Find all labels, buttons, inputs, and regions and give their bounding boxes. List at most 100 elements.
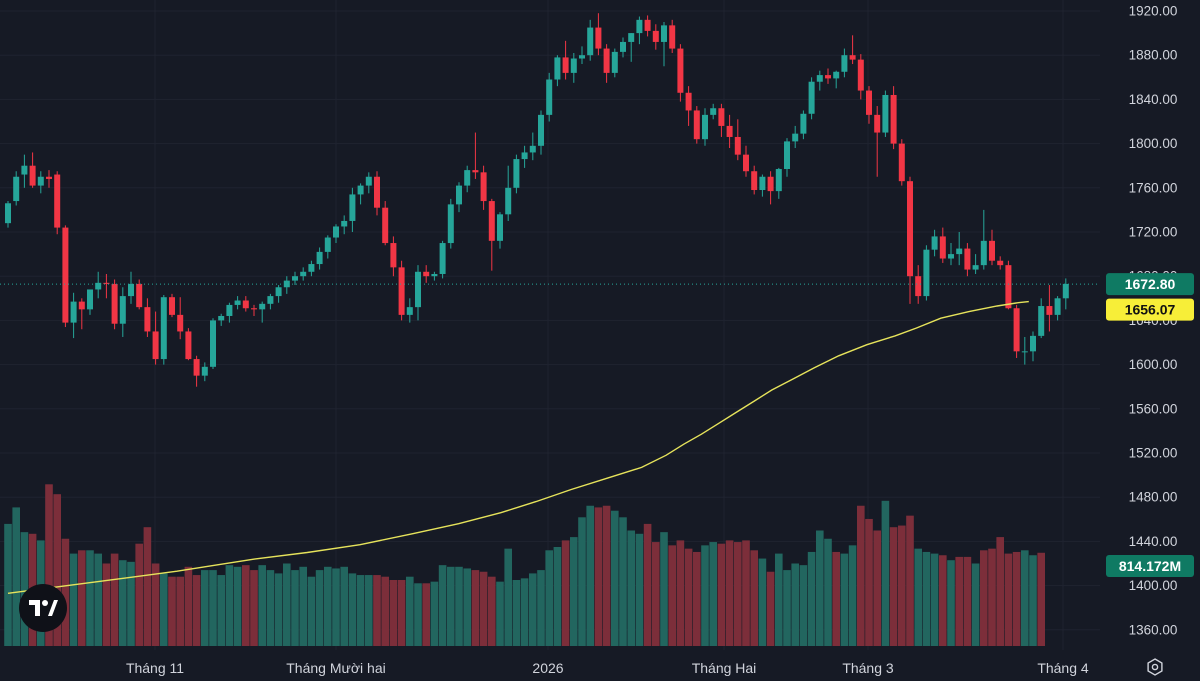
candle-body	[472, 170, 479, 173]
volume-label-bg	[1106, 555, 1194, 577]
tradingview-logo[interactable]	[19, 584, 67, 632]
candle-body	[931, 236, 938, 250]
volume-bar	[676, 540, 685, 646]
volume-bar	[233, 566, 242, 646]
volume-bar	[127, 561, 135, 646]
volume-bar	[939, 555, 947, 646]
candle-body	[915, 276, 922, 297]
candle-body	[300, 271, 307, 277]
candle-body	[242, 300, 249, 309]
volume-bar	[725, 540, 734, 646]
volume-bar	[356, 575, 365, 646]
volume-bar	[561, 540, 570, 646]
candle-body	[292, 276, 298, 281]
volume-bar	[471, 570, 480, 646]
candle-body	[283, 280, 290, 288]
volume-bar	[898, 525, 906, 646]
volume-bar	[627, 530, 635, 646]
candle-body	[538, 114, 544, 146]
volume-bar	[529, 573, 537, 646]
volume-bars	[4, 484, 1045, 646]
candle-body	[406, 307, 413, 315]
candle-body	[964, 248, 971, 270]
candle-body	[341, 220, 348, 227]
volume-bar	[463, 568, 471, 646]
candle-body	[251, 308, 257, 310]
volume-bar	[1004, 553, 1013, 646]
candle-body	[1030, 335, 1036, 352]
candle-body	[398, 267, 405, 315]
volume-bar	[602, 505, 611, 646]
volume-bar	[545, 550, 553, 646]
volume-bar	[980, 550, 988, 646]
candle-body	[595, 27, 602, 49]
candle-body	[382, 207, 389, 244]
tradingview-logo-icon	[29, 600, 58, 616]
y-tick-label: 1800.00	[1129, 136, 1178, 151]
volume-bar	[78, 550, 86, 646]
volume-bar	[865, 518, 873, 646]
candle-body	[1046, 306, 1053, 315]
candle-body	[128, 283, 134, 297]
candle-body	[636, 19, 643, 34]
candle-body	[37, 176, 44, 186]
candle-body	[980, 240, 987, 266]
volume-bar	[430, 581, 439, 646]
candle-body	[390, 243, 397, 268]
volume-bar	[389, 580, 398, 646]
candle-body	[587, 27, 594, 56]
volume-bar	[496, 581, 504, 646]
volume-bar	[783, 570, 791, 646]
volume-bar	[119, 560, 127, 646]
volume-bar	[225, 565, 234, 646]
candle-body	[160, 297, 167, 360]
volume-bar	[775, 553, 783, 646]
volume-bar	[750, 550, 758, 646]
candle-body	[972, 265, 979, 270]
volume-bar	[283, 563, 291, 646]
x-tick-label: Tháng 11	[126, 660, 184, 676]
volume-bar	[1037, 552, 1045, 646]
y-tick-label: 1600.00	[1129, 357, 1178, 372]
candle-body	[95, 282, 102, 290]
candle-body	[324, 237, 331, 252]
volume-bar	[168, 576, 176, 646]
time-axis[interactable]: Tháng 11 Tháng Mười hai 2026 Tháng Hai Tháng…	[126, 660, 1089, 676]
candle-body	[349, 194, 356, 221]
volume-bar	[447, 566, 455, 646]
y-tick-label: 1520.00	[1129, 446, 1178, 461]
candle-body	[152, 331, 159, 360]
price-axis[interactable]: 1920.00 1880.00 1840.00 1800.00 1760.00 1720.…	[1129, 4, 1178, 638]
volume-bar	[873, 530, 881, 646]
candle-body	[431, 273, 438, 277]
candle-body	[111, 283, 118, 324]
candle-body	[103, 282, 110, 284]
volume-bar	[791, 563, 799, 646]
volume-bar	[586, 505, 594, 646]
candle-body	[816, 75, 823, 82]
candle-body	[866, 90, 872, 115]
volume-bar	[504, 548, 512, 646]
candle-body	[177, 314, 184, 332]
candle-body	[693, 110, 700, 140]
volume-bar	[799, 565, 808, 646]
volume-bar	[53, 494, 61, 646]
candle-body	[1005, 265, 1012, 309]
y-tick-label: 1440.00	[1129, 534, 1178, 549]
chart-settings-button[interactable]	[1142, 654, 1168, 680]
candle-body	[1038, 306, 1045, 336]
candle-body	[201, 366, 208, 376]
volume-bar	[857, 505, 865, 646]
y-tick-label: 1400.00	[1129, 578, 1178, 593]
volume-bar	[69, 553, 78, 646]
gear-icon	[1147, 658, 1163, 676]
y-tick-label: 1560.00	[1129, 401, 1178, 416]
volume-bar	[20, 532, 29, 646]
candle-body	[333, 226, 339, 238]
candle-body	[423, 271, 430, 277]
volume-bar	[1012, 551, 1021, 646]
volume-bar	[922, 551, 931, 646]
x-tick-label: Tháng Mười hai	[286, 660, 385, 676]
volume-bar	[274, 573, 283, 646]
